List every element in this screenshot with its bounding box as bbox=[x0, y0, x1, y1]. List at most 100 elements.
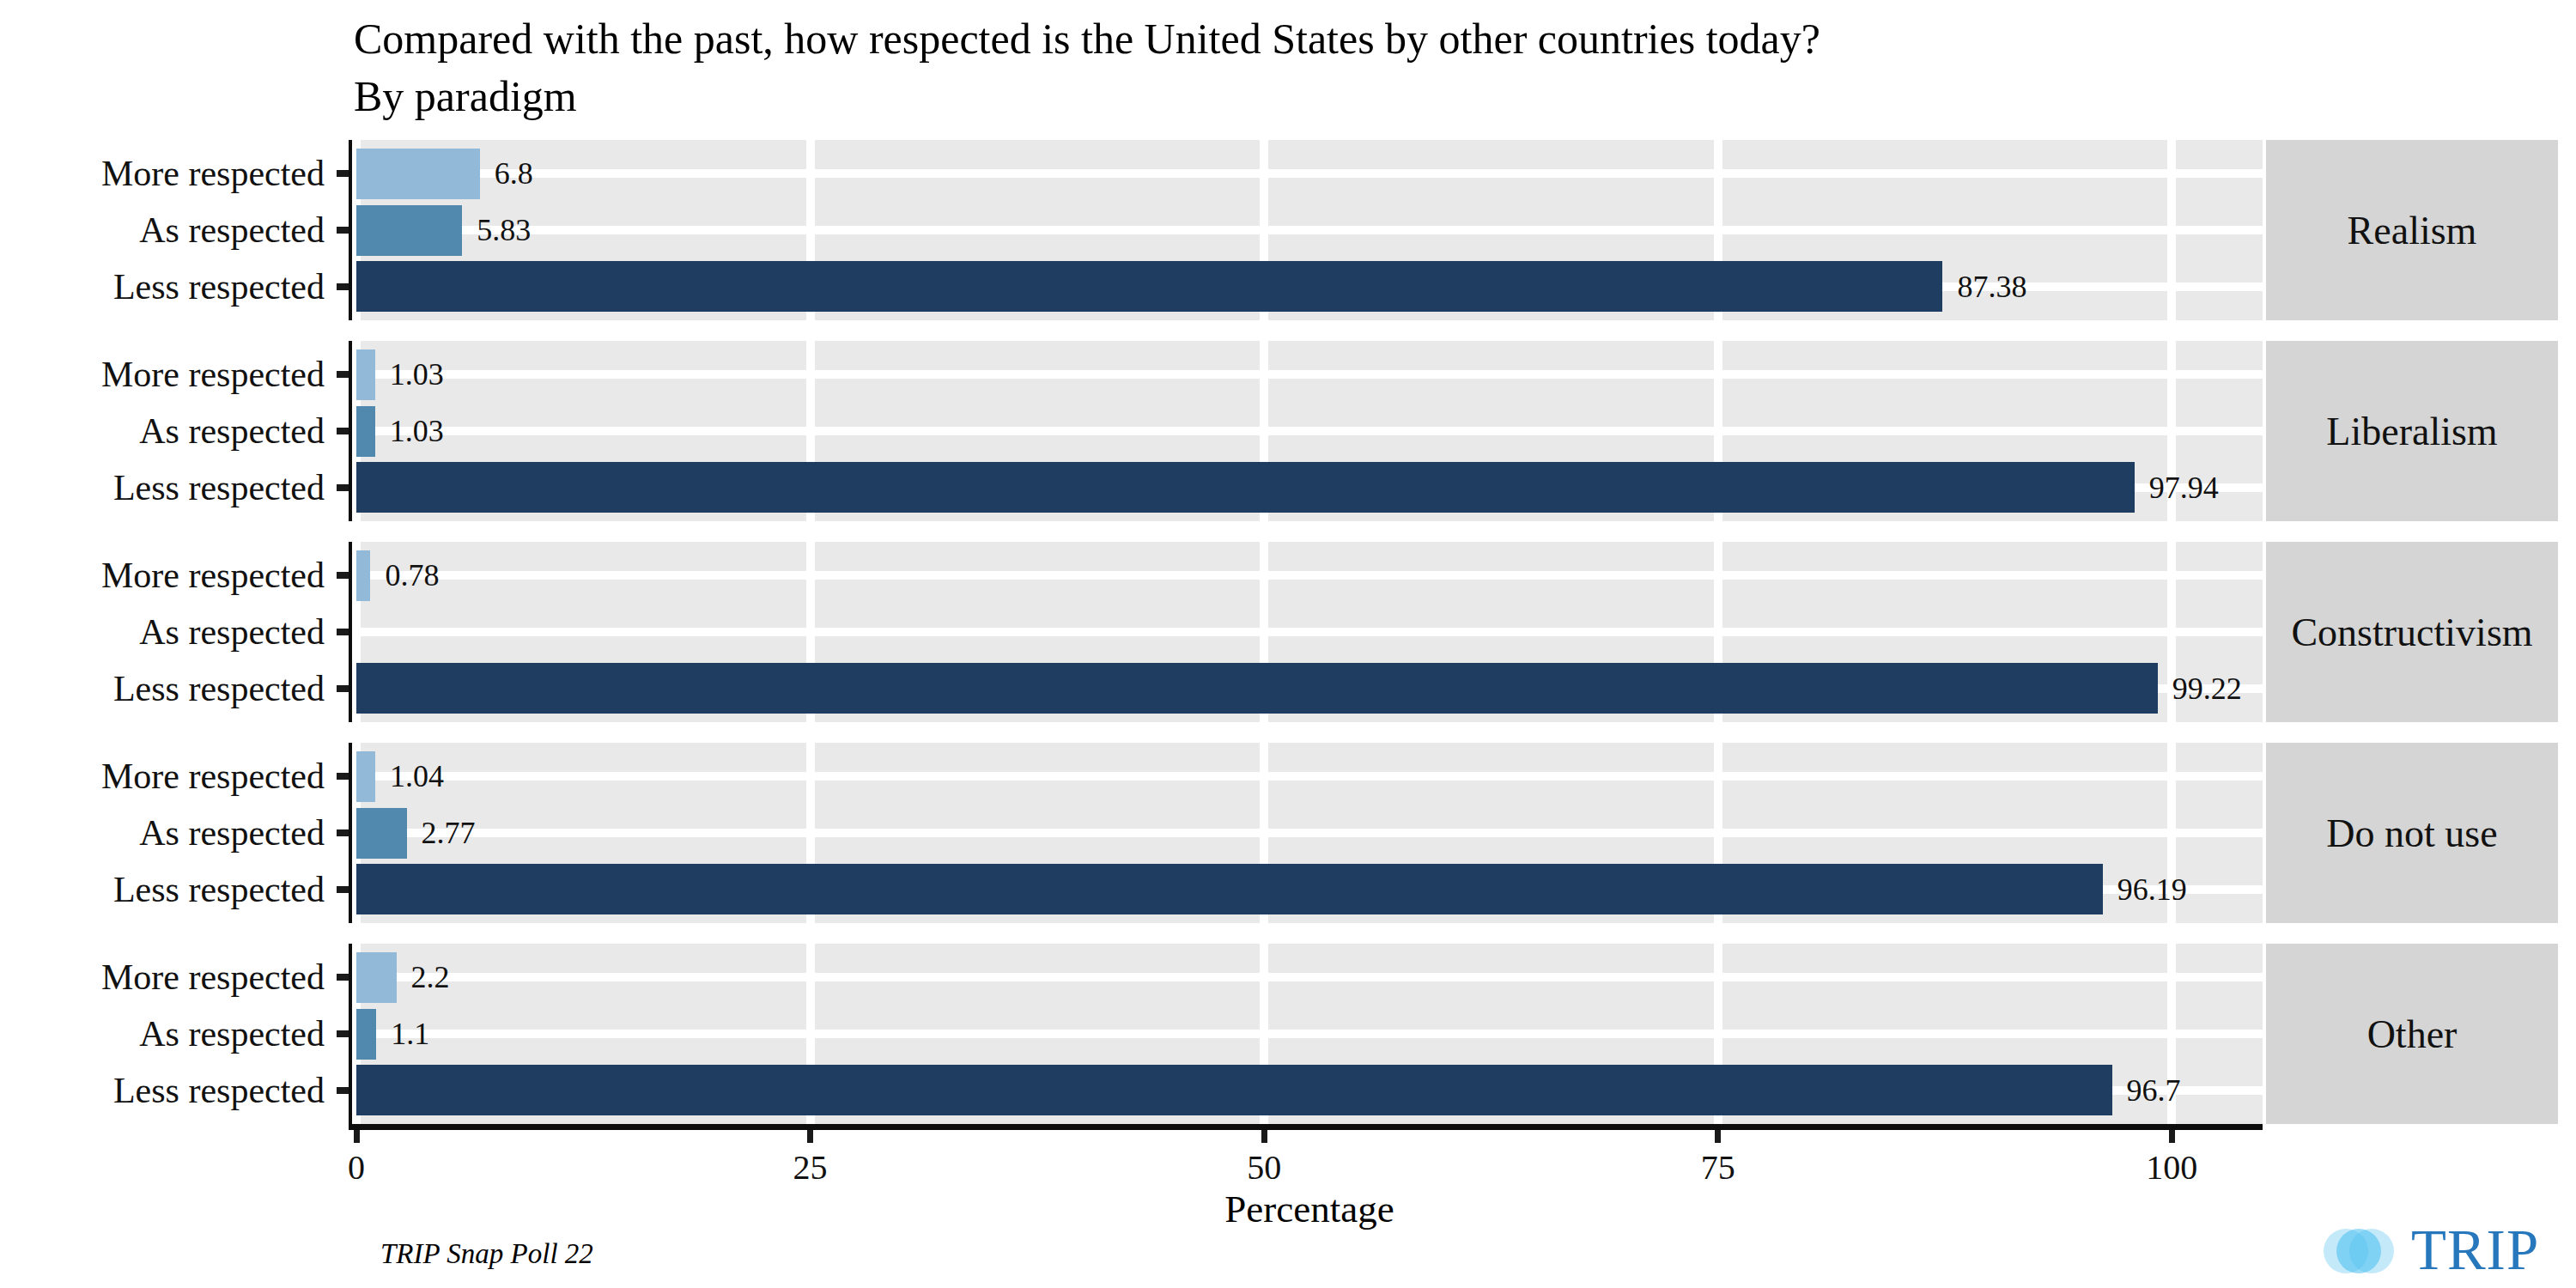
bar-as-respected bbox=[356, 1009, 376, 1060]
facet-strip-liberalism: Liberalism bbox=[2266, 341, 2558, 521]
trip-logo-text: TRIP bbox=[2411, 1215, 2539, 1284]
bar-value-label: 2.77 bbox=[422, 815, 476, 851]
facet-panel: 2.2 1.1 96.7 bbox=[356, 944, 2263, 1124]
facet-panel: 1.04 2.77 96.19 bbox=[356, 743, 2263, 923]
y-tick bbox=[337, 227, 349, 234]
y-tick bbox=[337, 1030, 349, 1037]
facet-liberalism: More respected As respected Less respected… bbox=[0, 341, 2576, 521]
category-label-more-respected: More respected bbox=[0, 957, 325, 998]
bar-value-label: 96.19 bbox=[2117, 872, 2187, 908]
trip-logo-circles-icon bbox=[2320, 1215, 2406, 1284]
x-tick-75 bbox=[1715, 1130, 1721, 1143]
category-label-more-respected: More respected bbox=[0, 555, 325, 596]
category-label-as-respected: As respected bbox=[0, 210, 325, 251]
gridline-y bbox=[356, 427, 2263, 435]
y-tick bbox=[337, 829, 349, 836]
bar-value-label: 0.78 bbox=[385, 557, 439, 593]
facet-do-not-use: More respected As respected Less respected… bbox=[0, 743, 2576, 923]
y-tick bbox=[337, 685, 349, 692]
category-label-as-respected: As respected bbox=[0, 611, 325, 653]
x-axis-title: Percentage bbox=[356, 1187, 2263, 1231]
x-axis-line bbox=[349, 1124, 2263, 1130]
gridline-y bbox=[356, 1030, 2263, 1038]
gridline-y bbox=[356, 628, 2263, 636]
category-label-as-respected: As respected bbox=[0, 1013, 325, 1054]
facet-panel: 6.8 5.83 87.38 bbox=[356, 140, 2263, 320]
x-tick-0 bbox=[354, 1130, 360, 1143]
facet-realism: More respected As respected Less respected… bbox=[0, 140, 2576, 320]
bar-value-label: 1.03 bbox=[390, 356, 444, 392]
bar-value-label: 96.7 bbox=[2127, 1072, 2181, 1109]
category-label-as-respected: As respected bbox=[0, 812, 325, 854]
facet-strip-other: Other bbox=[2266, 944, 2558, 1124]
category-label-more-respected: More respected bbox=[0, 756, 325, 797]
facet-strip-constructivism: Constructivism bbox=[2266, 542, 2558, 722]
bar-less-respected bbox=[356, 864, 2103, 914]
trip-logo: TRIP bbox=[2320, 1215, 2539, 1284]
bar-as-respected bbox=[356, 808, 407, 859]
y-tick bbox=[337, 629, 349, 635]
chart-page: Compared with the past, how respected is… bbox=[0, 0, 2576, 1288]
bar-more-respected bbox=[356, 751, 375, 802]
category-label-less-respected: Less respected bbox=[0, 467, 325, 508]
bar-value-label: 1.04 bbox=[390, 758, 444, 794]
y-tick bbox=[337, 283, 349, 290]
y-tick bbox=[337, 773, 349, 780]
gridline-y bbox=[356, 169, 2263, 178]
y-tick bbox=[337, 1087, 349, 1094]
bar-value-label: 6.8 bbox=[495, 155, 533, 191]
bar-less-respected bbox=[356, 663, 2158, 714]
y-tick bbox=[337, 572, 349, 579]
x-tick-label-25: 25 bbox=[793, 1147, 828, 1188]
chart-subtitle: By paradigm bbox=[354, 68, 1820, 125]
bar-less-respected bbox=[356, 261, 1942, 312]
bar-as-respected bbox=[356, 205, 462, 256]
category-label-less-respected: Less respected bbox=[0, 668, 325, 709]
x-tick-label-50: 50 bbox=[1247, 1147, 1281, 1188]
bar-value-label: 99.22 bbox=[2172, 671, 2242, 707]
bar-more-respected bbox=[356, 349, 375, 400]
gridline-y bbox=[356, 973, 2263, 981]
x-tick-label-100: 100 bbox=[2146, 1147, 2197, 1188]
gridline-y bbox=[356, 772, 2263, 781]
category-label-more-respected: More respected bbox=[0, 354, 325, 395]
category-label-less-respected: Less respected bbox=[0, 266, 325, 307]
facet-panel: 1.03 1.03 97.94 bbox=[356, 341, 2263, 521]
bar-more-respected bbox=[356, 550, 370, 601]
y-tick bbox=[337, 371, 349, 378]
gridline-y bbox=[356, 226, 2263, 234]
facet-strip-do-not-use: Do not use bbox=[2266, 743, 2558, 923]
facet-panel: 0.78 99.22 bbox=[356, 542, 2263, 722]
gridline-y bbox=[356, 829, 2263, 837]
x-tick-label-0: 0 bbox=[348, 1147, 365, 1188]
y-tick bbox=[337, 170, 349, 177]
facet-other: More respected As respected Less respected… bbox=[0, 944, 2576, 1124]
x-tick-100 bbox=[2169, 1130, 2175, 1143]
facet-constructivism: More respected As respected Less respected… bbox=[0, 542, 2576, 722]
bar-more-respected bbox=[356, 149, 480, 199]
y-tick bbox=[337, 974, 349, 981]
category-label-more-respected: More respected bbox=[0, 153, 325, 194]
x-tick-25 bbox=[807, 1130, 813, 1143]
gridline-y bbox=[356, 370, 2263, 379]
x-tick-label-75: 75 bbox=[1701, 1147, 1735, 1188]
x-tick-50 bbox=[1261, 1130, 1267, 1143]
bar-value-label: 5.83 bbox=[477, 212, 531, 248]
category-label-less-respected: Less respected bbox=[0, 1070, 325, 1111]
bar-value-label: 1.1 bbox=[391, 1016, 429, 1052]
bar-value-label: 2.2 bbox=[411, 959, 450, 995]
bar-value-label: 87.38 bbox=[1957, 269, 2026, 305]
y-tick bbox=[337, 484, 349, 491]
bar-less-respected bbox=[356, 462, 2135, 513]
category-label-less-respected: Less respected bbox=[0, 869, 325, 910]
y-tick bbox=[337, 428, 349, 434]
bar-value-label: 97.94 bbox=[2149, 470, 2219, 506]
source-caption: TRIP Snap Poll 22 bbox=[380, 1238, 593, 1270]
gridline-y bbox=[356, 571, 2263, 580]
bar-as-respected bbox=[356, 406, 375, 457]
category-label-as-respected: As respected bbox=[0, 410, 325, 452]
y-tick bbox=[337, 886, 349, 893]
facet-strip-realism: Realism bbox=[2266, 140, 2558, 320]
bar-value-label: 1.03 bbox=[390, 413, 444, 449]
bar-less-respected bbox=[356, 1065, 2112, 1115]
